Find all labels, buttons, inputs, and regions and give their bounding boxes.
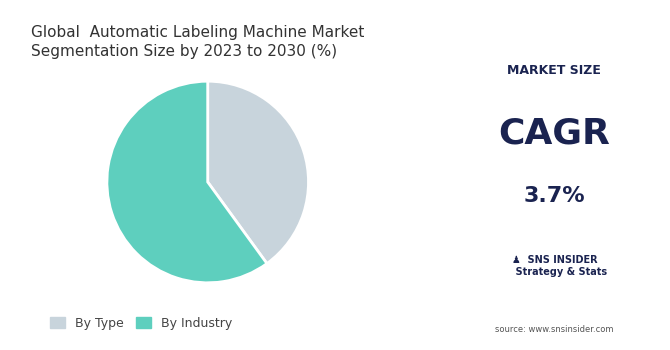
Wedge shape — [107, 81, 267, 283]
Text: source: www.snsinsider.com: source: www.snsinsider.com — [495, 324, 614, 334]
Wedge shape — [208, 81, 308, 264]
Text: MARKET SIZE: MARKET SIZE — [507, 63, 602, 77]
Legend: By Type, By Industry: By Type, By Industry — [50, 317, 232, 330]
Text: Global  Automatic Labeling Machine Market
Segmentation Size by 2023 to 2030 (%): Global Automatic Labeling Machine Market… — [31, 25, 364, 59]
Text: 3.7%: 3.7% — [524, 186, 585, 206]
Text: ♟  SNS INSIDER
    Strategy & Stats: ♟ SNS INSIDER Strategy & Stats — [502, 255, 607, 277]
Text: CAGR: CAGR — [498, 116, 610, 150]
